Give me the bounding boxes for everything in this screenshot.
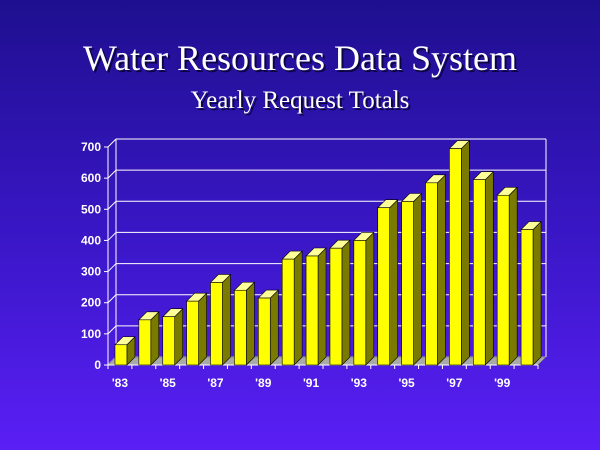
bar-front (114, 344, 128, 366)
gridline-side (107, 232, 117, 241)
bar-front (186, 300, 199, 366)
bar (472, 170, 494, 366)
x-tick-label: '99 (494, 376, 511, 390)
x-tick-label: '95 (399, 376, 416, 390)
bar (353, 231, 375, 366)
bar-front (258, 297, 271, 366)
bar-front (473, 179, 486, 366)
gridline-side (107, 263, 117, 272)
bar-front (210, 282, 223, 366)
bar-side (508, 186, 518, 366)
bar (114, 336, 136, 366)
chart-title: Water Resources Data System (83, 38, 517, 78)
x-tick-label: '97 (446, 376, 463, 390)
bar-front (496, 194, 510, 366)
y-tick-label: 100 (81, 327, 101, 341)
x-tick-label: '83 (112, 376, 129, 390)
x-tick-label: '87 (207, 376, 224, 390)
bar (496, 186, 518, 366)
bar (329, 239, 351, 366)
bar (377, 199, 399, 366)
label-layer: 0 100 200 300 400 500 600 700 '83 '85 '87 '89 '91 '93… (81, 140, 511, 390)
bar-front (401, 201, 414, 366)
bar-side (269, 289, 279, 366)
bar-layer (114, 139, 542, 366)
bar-side (246, 281, 255, 366)
bar-side (532, 220, 542, 366)
bar-side (293, 250, 303, 366)
x-tick-label: '93 (351, 376, 368, 390)
bar (281, 250, 303, 366)
bar-front (162, 316, 175, 366)
y-tick-label: 0 (94, 358, 101, 372)
bar (424, 174, 447, 366)
y-tick-label: 700 (81, 140, 101, 154)
x-tick-label: '85 (160, 376, 177, 390)
y-tick-label: 300 (81, 265, 101, 279)
bar (400, 192, 423, 366)
bar (448, 139, 471, 366)
bar-front (353, 240, 367, 366)
bar-front (281, 258, 295, 366)
gridline-side (107, 294, 117, 304)
bar (209, 273, 232, 366)
bar-front (449, 148, 462, 366)
bar-side (174, 308, 183, 366)
bar-side (150, 311, 160, 366)
bar-side (413, 192, 422, 366)
gridline-side (107, 138, 117, 148)
bar-side (198, 292, 207, 366)
gridline-side (107, 325, 117, 335)
y-tick-label: 600 (81, 171, 101, 185)
y-tick-label: 500 (81, 202, 101, 216)
y-tick-label: 400 (81, 233, 101, 247)
bar (520, 220, 542, 366)
x-tick-label: '89 (255, 376, 272, 390)
x-tick-label: '91 (303, 376, 320, 390)
chart-subtitle: Yearly Request Totals (190, 87, 410, 114)
bar (305, 247, 327, 366)
bar-side (437, 174, 446, 366)
bar-side (389, 199, 398, 366)
gridline-side (107, 200, 117, 210)
bar-side (461, 139, 470, 366)
bar (185, 292, 208, 366)
bar-side (484, 170, 494, 366)
bar-side (365, 231, 375, 366)
bar-side (341, 239, 351, 366)
bar (138, 311, 160, 366)
bar-side (317, 247, 327, 366)
bar-front (520, 229, 534, 366)
bar (162, 308, 184, 366)
bar-front (425, 182, 438, 366)
bar-front (305, 255, 319, 366)
bar-front (138, 319, 152, 366)
bar-front (329, 247, 343, 366)
y-tick-label: 200 (81, 296, 101, 310)
bar-front (377, 207, 390, 366)
bar-front (234, 289, 247, 366)
bar (233, 281, 256, 366)
bar-side (222, 273, 231, 366)
bar (257, 289, 279, 366)
gridline-side (107, 169, 117, 179)
